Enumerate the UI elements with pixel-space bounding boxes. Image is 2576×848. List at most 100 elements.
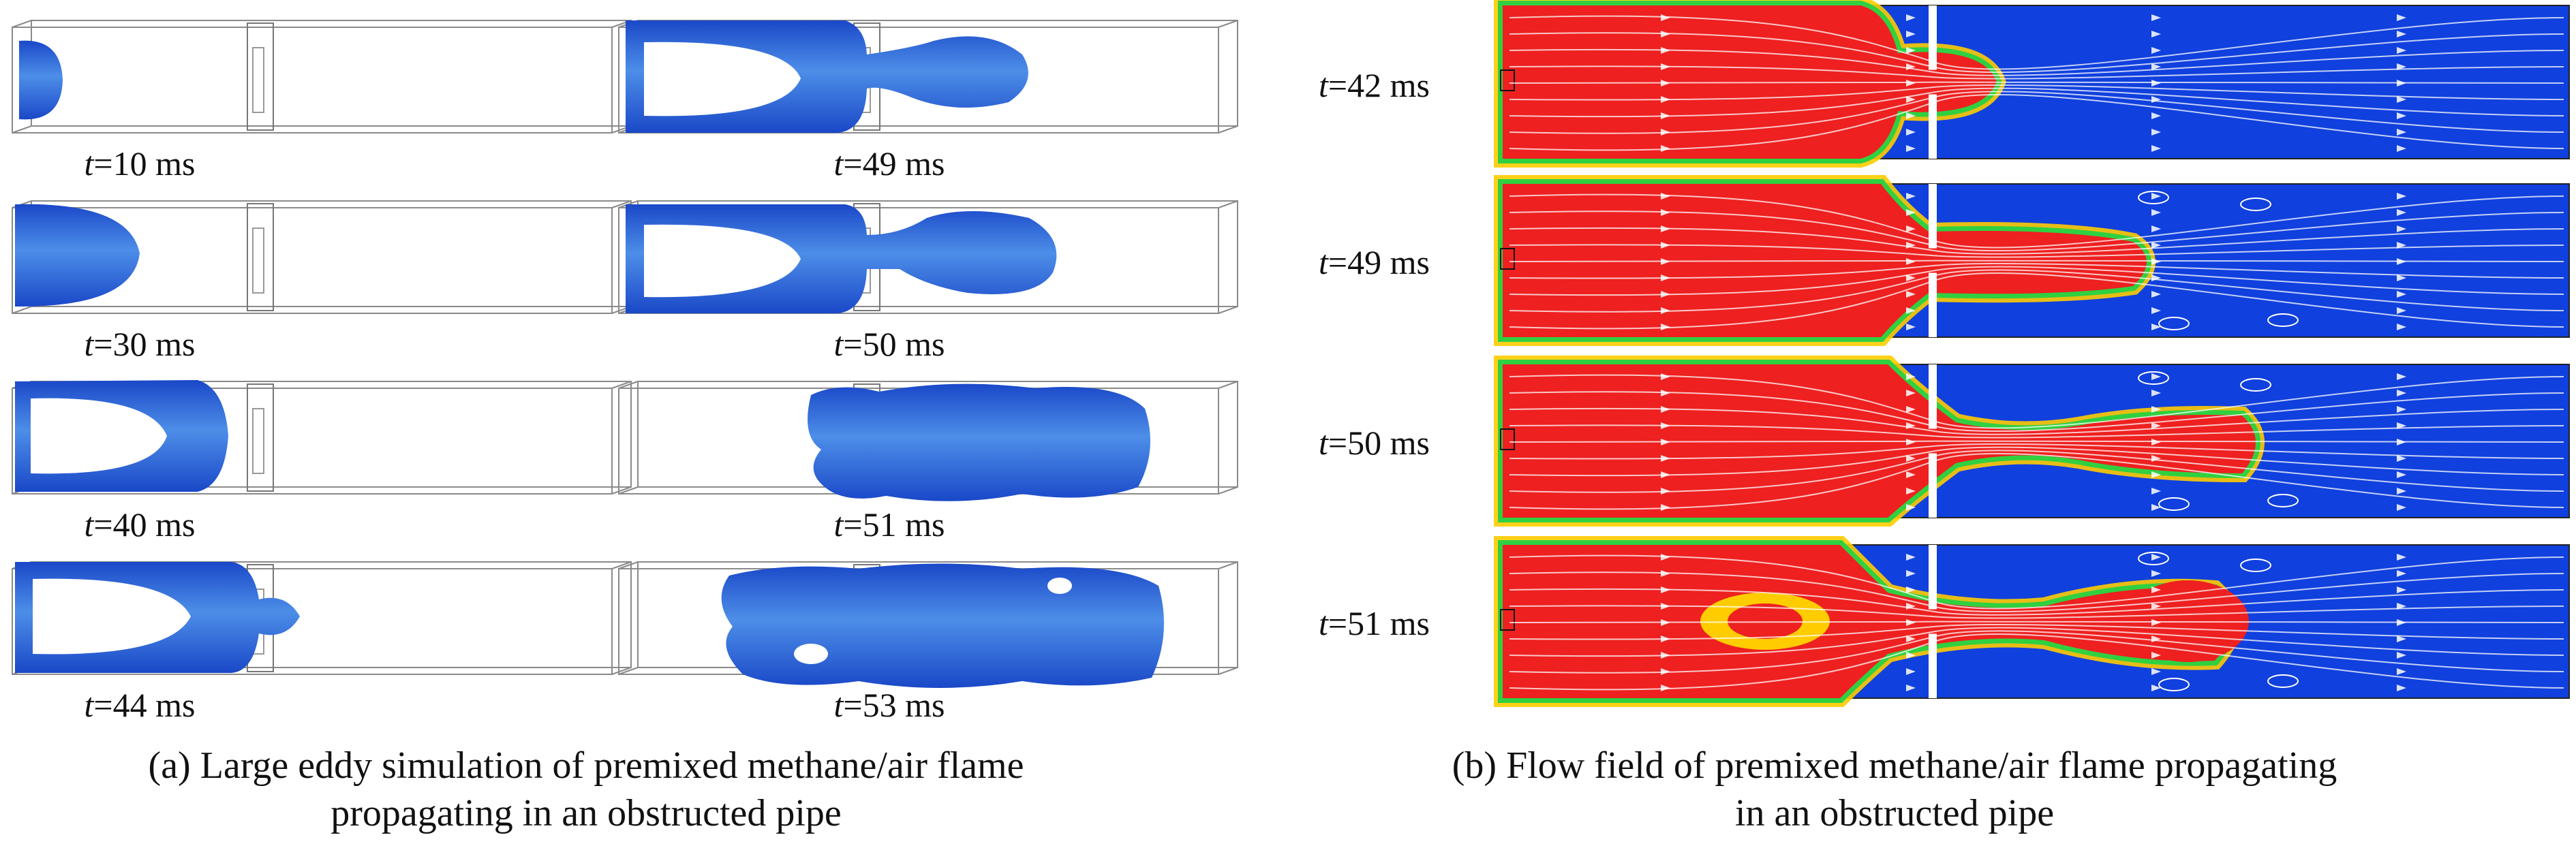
streamline-arrow	[2151, 14, 2161, 21]
label-a-right-2: t=50 ms	[833, 325, 945, 363]
streamline-arrow	[1906, 652, 1916, 659]
caption-b-line2: in an obstructed pipe	[1734, 792, 2055, 834]
vortex	[2158, 678, 2190, 691]
streamline	[1509, 621, 2564, 623]
streamline-arrow	[1661, 258, 1670, 265]
streamline-arrow	[2397, 129, 2406, 136]
streamline	[1509, 48, 2564, 76]
flame-hollow	[31, 398, 167, 474]
streamline-arrow	[1906, 31, 1916, 37]
streamline-arrow	[2397, 488, 2406, 494]
streamline-arrow	[2397, 193, 2406, 200]
streamline-arrow	[1906, 635, 1916, 642]
streamline-arrow	[2397, 422, 2406, 429]
streamline-arrow	[2151, 112, 2161, 119]
streamline-arrow	[1906, 242, 1916, 249]
streamline-arrow	[2397, 685, 2406, 691]
streamline-arrow	[1661, 685, 1670, 691]
label-b-2: t=49 ms	[1319, 243, 1430, 281]
streamline-arrow	[2397, 586, 2406, 593]
streamline-arrow	[2151, 471, 2161, 478]
streamline-arrow	[1661, 63, 1670, 70]
streamline	[1509, 262, 2564, 279]
flow-panel-2	[1494, 175, 2570, 346]
streamline-arrow	[1661, 31, 1670, 37]
obstacle-bottom	[1929, 272, 1937, 337]
flame-hollow	[794, 644, 828, 664]
streamline	[1509, 81, 2564, 84]
burned-pocket	[2126, 580, 2249, 662]
streamline-arrow	[1906, 455, 1916, 462]
streamline	[1509, 65, 2564, 80]
streamline-arrow	[1906, 47, 1916, 54]
streamline	[1509, 32, 2564, 74]
streamline	[1509, 391, 2564, 433]
streamline-arrow	[1906, 96, 1916, 103]
streamline-arrow	[1906, 145, 1916, 152]
streamline-arrow	[2397, 14, 2406, 21]
streamline-arrow	[2397, 96, 2406, 103]
streamline-arrow	[1661, 554, 1670, 561]
flow-panel-1	[1494, 0, 2570, 168]
streamline	[1509, 407, 2564, 435]
obstacle-top	[1929, 5, 1937, 70]
streamline-arrow	[2397, 274, 2406, 281]
streamline-arrow	[1661, 439, 1670, 445]
obstacle-bottom	[1929, 453, 1937, 518]
streamline-arrow	[2151, 390, 2161, 396]
streamline	[1509, 443, 2564, 460]
streamline-arrow	[1661, 307, 1670, 314]
streamline-arrow	[1906, 63, 1916, 70]
streamline-arrow	[1906, 225, 1916, 232]
panel-b-flow-fields	[1494, 0, 2570, 707]
streamline-arrow	[1661, 324, 1670, 330]
vortex	[2240, 559, 2271, 572]
streamline-arrow	[1661, 603, 1670, 610]
streamline-arrow	[1661, 668, 1670, 675]
streamline-arrow	[1661, 242, 1670, 249]
streamline-arrow	[1906, 586, 1916, 593]
streamline-arrow	[2397, 145, 2406, 152]
streamline-arrow	[1906, 80, 1916, 87]
label-b-1: t=42 ms	[1319, 66, 1430, 104]
streamline-arrow	[2397, 31, 2406, 37]
streamline-arrow	[2151, 324, 2161, 330]
ignition-marker	[1500, 248, 1515, 270]
streamline-arrow	[1906, 112, 1916, 119]
flame-hollow	[33, 578, 191, 655]
pipe-a-right-1	[618, 20, 1238, 134]
label-a-right-1: t=49 ms	[833, 144, 945, 183]
streamline-arrow	[1661, 619, 1670, 626]
vortex	[2267, 674, 2299, 688]
streamline-arrow	[1906, 406, 1916, 413]
vortex	[2138, 371, 2169, 385]
streamline-arrow	[2151, 570, 2161, 577]
streamline-arrow	[2397, 603, 2406, 610]
pipe-a-left-2	[12, 200, 632, 314]
flow-panel-3	[1494, 356, 2570, 527]
caption-a-line1: (a) Large eddy simulation of premixed me…	[148, 744, 1024, 787]
streamline-arrow	[1906, 129, 1916, 136]
streamline-arrow	[2151, 209, 2161, 216]
streamline-arrow	[1906, 291, 1916, 298]
streamline-arrow	[1906, 439, 1916, 445]
vortex	[2240, 378, 2271, 392]
streamline-arrow	[2151, 685, 2161, 691]
streamline	[1509, 210, 2564, 252]
streamline	[1509, 424, 2564, 439]
streamline-arrow	[1906, 209, 1916, 216]
streamline	[1509, 630, 2564, 674]
streamline-arrow	[1906, 258, 1916, 265]
streamline-arrow	[1661, 488, 1670, 494]
streamline	[1509, 227, 2564, 255]
streamline-arrow	[1906, 390, 1916, 396]
streamline	[1509, 452, 2564, 510]
streamline-arrow	[1661, 14, 1670, 21]
streamline-arrow	[1661, 373, 1670, 380]
streamline-arrow	[2397, 570, 2406, 577]
label-a-left-2: t=30 ms	[84, 325, 196, 363]
streamline	[1509, 633, 2564, 691]
streamline-arrow	[2151, 603, 2161, 610]
streamline	[1509, 15, 2564, 70]
pipe-a-right-4	[618, 561, 1238, 688]
